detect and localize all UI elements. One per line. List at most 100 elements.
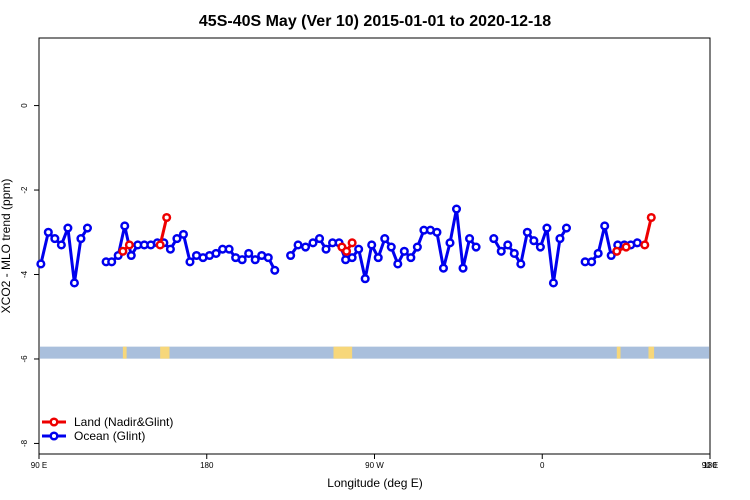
x-tick-label: 0 — [540, 461, 545, 470]
data-point — [237, 255, 247, 265]
data-point — [458, 263, 468, 273]
data-point — [211, 248, 221, 258]
data-point — [606, 250, 616, 261]
data-point — [399, 246, 409, 256]
data-point — [548, 278, 558, 288]
y-tick-label: 0 — [20, 103, 29, 108]
data-point — [36, 259, 46, 269]
data-point — [155, 240, 165, 250]
data-point — [412, 242, 422, 252]
data-point — [535, 242, 545, 252]
data-point — [373, 253, 383, 263]
data-point — [386, 242, 396, 252]
legend-marker — [49, 431, 59, 441]
data-point — [118, 246, 128, 256]
data-point — [640, 240, 650, 250]
y-tick-label: -4 — [20, 270, 29, 278]
ocean-band — [40, 346, 709, 359]
chart-title: 45S-40S May (Ver 10) 2015-01-01 to 2020-… — [199, 13, 551, 30]
data-point — [646, 212, 656, 223]
data-point — [124, 240, 134, 250]
data-point — [76, 234, 86, 244]
land-patch — [616, 346, 621, 359]
data-point — [56, 240, 66, 250]
data-point — [445, 238, 455, 248]
data-point — [561, 223, 572, 233]
data-point — [50, 234, 60, 244]
data-point — [43, 227, 53, 237]
x-tick-label: 90 W — [365, 461, 384, 470]
legend: Land (Nadir&Glint)Ocean (Glint) — [42, 415, 173, 443]
data-point — [321, 244, 331, 254]
data-point — [367, 240, 377, 250]
data-point — [293, 240, 303, 250]
data-point — [587, 257, 597, 267]
data-point — [82, 223, 93, 233]
x-tick-label: 180 — [200, 461, 214, 470]
data-point — [516, 259, 526, 269]
data-point — [621, 242, 631, 252]
data-point — [393, 259, 403, 269]
land-patch — [648, 346, 655, 359]
data-point — [380, 234, 390, 244]
x-tick-label: 180 — [703, 461, 717, 470]
data-point — [244, 248, 254, 258]
y-axis: 0 -2 -4 -6 -8 — [20, 103, 39, 447]
data-point — [308, 238, 318, 248]
data-point — [224, 244, 234, 254]
data-point — [503, 240, 513, 250]
data-point — [489, 234, 499, 244]
data-point — [522, 227, 532, 237]
x-tick-label: 90 E — [31, 461, 47, 470]
data-point — [126, 250, 136, 261]
data-point — [314, 234, 325, 244]
data-point — [600, 221, 610, 231]
legend-marker — [49, 417, 59, 427]
data-point — [529, 236, 539, 246]
x-axis-label: Longitude (deg E) — [327, 476, 422, 490]
data-point — [270, 265, 280, 275]
land-patch — [333, 346, 353, 359]
data-point — [347, 238, 357, 248]
series-line — [492, 226, 568, 285]
data-point — [172, 234, 182, 244]
data-point — [432, 227, 442, 237]
data-point — [178, 229, 189, 239]
data-point — [286, 250, 296, 261]
data-point — [120, 221, 130, 231]
data-point — [69, 278, 79, 288]
data-point — [165, 244, 175, 254]
data-point — [63, 223, 73, 233]
data-point — [250, 255, 260, 265]
y-tick-label: -8 — [20, 439, 29, 447]
land-patch — [122, 346, 127, 359]
data-point — [509, 248, 519, 258]
legend-label: Land (Nadir&Glint) — [74, 415, 173, 429]
data-point — [451, 204, 462, 214]
land-patch — [160, 346, 170, 359]
land-ocean-band — [40, 346, 709, 359]
data-point — [465, 234, 475, 244]
data-point — [185, 257, 195, 267]
data-point — [341, 246, 352, 256]
y-tick-label: -6 — [20, 355, 29, 363]
data-point — [300, 242, 311, 252]
data-point — [347, 253, 357, 263]
data-point — [162, 212, 172, 223]
series-layer — [36, 204, 656, 288]
y-tick-label: -2 — [20, 186, 29, 194]
data-point — [632, 238, 642, 248]
y-axis-label: XCO2 - MLO trend (ppm) — [0, 179, 13, 314]
legend-label: Ocean (Glint) — [74, 429, 145, 443]
data-point — [438, 263, 449, 273]
data-point — [354, 244, 364, 254]
data-point — [612, 246, 622, 256]
data-point — [406, 253, 416, 263]
x-tick-label: 90 E — [702, 461, 718, 470]
data-point — [471, 242, 481, 252]
data-point — [593, 248, 603, 258]
data-point — [107, 257, 117, 267]
data-point — [542, 223, 552, 233]
